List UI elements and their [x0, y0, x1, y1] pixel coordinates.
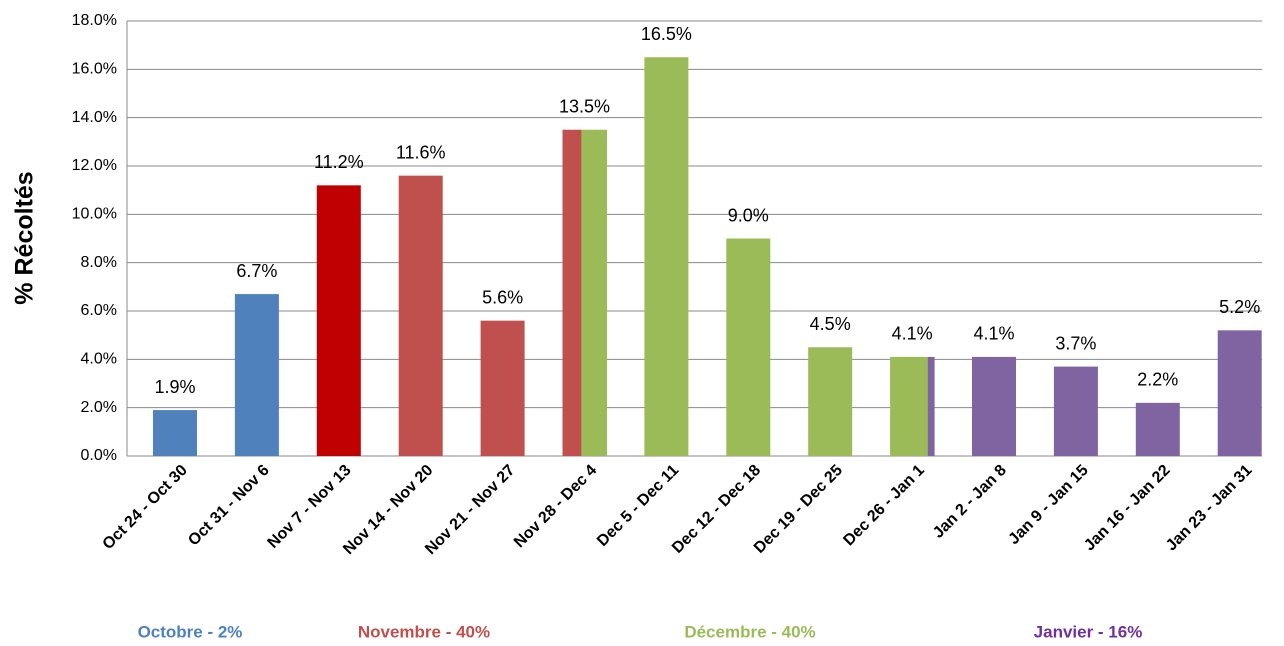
bar — [808, 347, 853, 456]
bar-segment — [562, 129, 570, 456]
x-tick-label: Nov 28 - Dec 4 — [511, 462, 600, 551]
bar — [1053, 366, 1098, 456]
bar-segment — [581, 129, 589, 456]
y-tick-label: 0.0% — [81, 447, 117, 464]
bar-segment — [915, 356, 923, 456]
bar — [972, 356, 1016, 456]
value-label: 2.2% — [1137, 370, 1178, 390]
x-tick-label: Dec 19 - Dec 25 — [751, 462, 846, 557]
bar-segment — [890, 356, 897, 456]
y-tick-label: 16.0% — [72, 61, 117, 78]
value-label: 5.2% — [1219, 297, 1260, 317]
value-label: 1.9% — [154, 377, 195, 397]
bar — [480, 320, 525, 456]
bar — [726, 238, 771, 456]
month-annotation: Décembre - 40% — [684, 622, 815, 641]
value-label: 9.0% — [728, 205, 769, 225]
x-tick-label: Dec 26 - Jan 1 — [840, 462, 928, 550]
x-tick-label: Nov 21 - Nov 27 — [422, 462, 518, 558]
x-tick-label: Oct 31 - Nov 6 — [185, 462, 273, 550]
y-axis-label: % Récoltés — [11, 171, 39, 304]
x-tick-label: Nov 7 - Nov 13 — [265, 462, 355, 552]
value-label: 3.7% — [1055, 333, 1096, 353]
value-label: 13.5% — [559, 97, 610, 117]
x-tick-label: Nov 14 - Nov 20 — [340, 462, 436, 558]
y-tick-label: 8.0% — [81, 254, 117, 271]
y-tick-label: 14.0% — [72, 109, 117, 126]
bar — [234, 294, 279, 456]
bar-segment — [600, 129, 607, 456]
bar — [1135, 402, 1180, 456]
bar-segment — [927, 356, 935, 456]
x-tick-label: Jan 16 - Jan 22 — [1081, 462, 1174, 555]
month-annotation: Novembre - 40% — [358, 622, 490, 641]
y-tick-label: 2.0% — [81, 399, 117, 416]
value-label: 5.6% — [482, 287, 523, 307]
x-tick-label: Dec 5 - Dec 11 — [594, 462, 682, 550]
bar — [1217, 330, 1262, 456]
y-tick-label: 4.0% — [81, 351, 117, 368]
bar-segment — [575, 129, 582, 456]
bar — [398, 175, 443, 456]
y-tick-label: 12.0% — [72, 157, 117, 174]
y-tick-label: 10.0% — [72, 206, 117, 223]
bar — [562, 129, 607, 456]
x-tick-label: Oct 24 - Oct 30 — [100, 462, 191, 553]
bar-segment — [921, 356, 929, 456]
bar-segment — [593, 129, 601, 456]
value-label: 11.6% — [396, 142, 446, 162]
x-tick-label: Jan 23 - Jan 31 — [1163, 462, 1256, 555]
bar-segment — [902, 356, 910, 456]
bar — [316, 185, 361, 457]
value-label: 4.1% — [892, 324, 933, 344]
bar-segment — [568, 129, 576, 456]
bar — [890, 356, 935, 456]
value-label: 16.5% — [641, 24, 692, 44]
value-label: 11.2% — [314, 152, 364, 172]
x-tick-label: Jan 9 - Jan 15 — [1005, 462, 1091, 548]
x-tick-label: Dec 12 - Dec 18 — [669, 462, 764, 557]
value-label: 4.1% — [973, 324, 1014, 344]
bar-segment — [587, 129, 595, 456]
x-tick-label: Jan 2 - Jan 8 — [930, 462, 1010, 542]
month-annotation: Octobre - 2% — [138, 622, 243, 641]
bar-segment — [908, 356, 916, 456]
bar — [153, 410, 197, 456]
y-tick-label: 6.0% — [81, 302, 117, 319]
bar — [644, 57, 689, 456]
y-tick-label: 18.0% — [72, 12, 117, 29]
month-annotation: Janvier - 16% — [1034, 622, 1143, 641]
value-label: 4.5% — [810, 314, 851, 334]
value-label: 6.7% — [236, 261, 277, 281]
bar-segment — [896, 356, 904, 456]
